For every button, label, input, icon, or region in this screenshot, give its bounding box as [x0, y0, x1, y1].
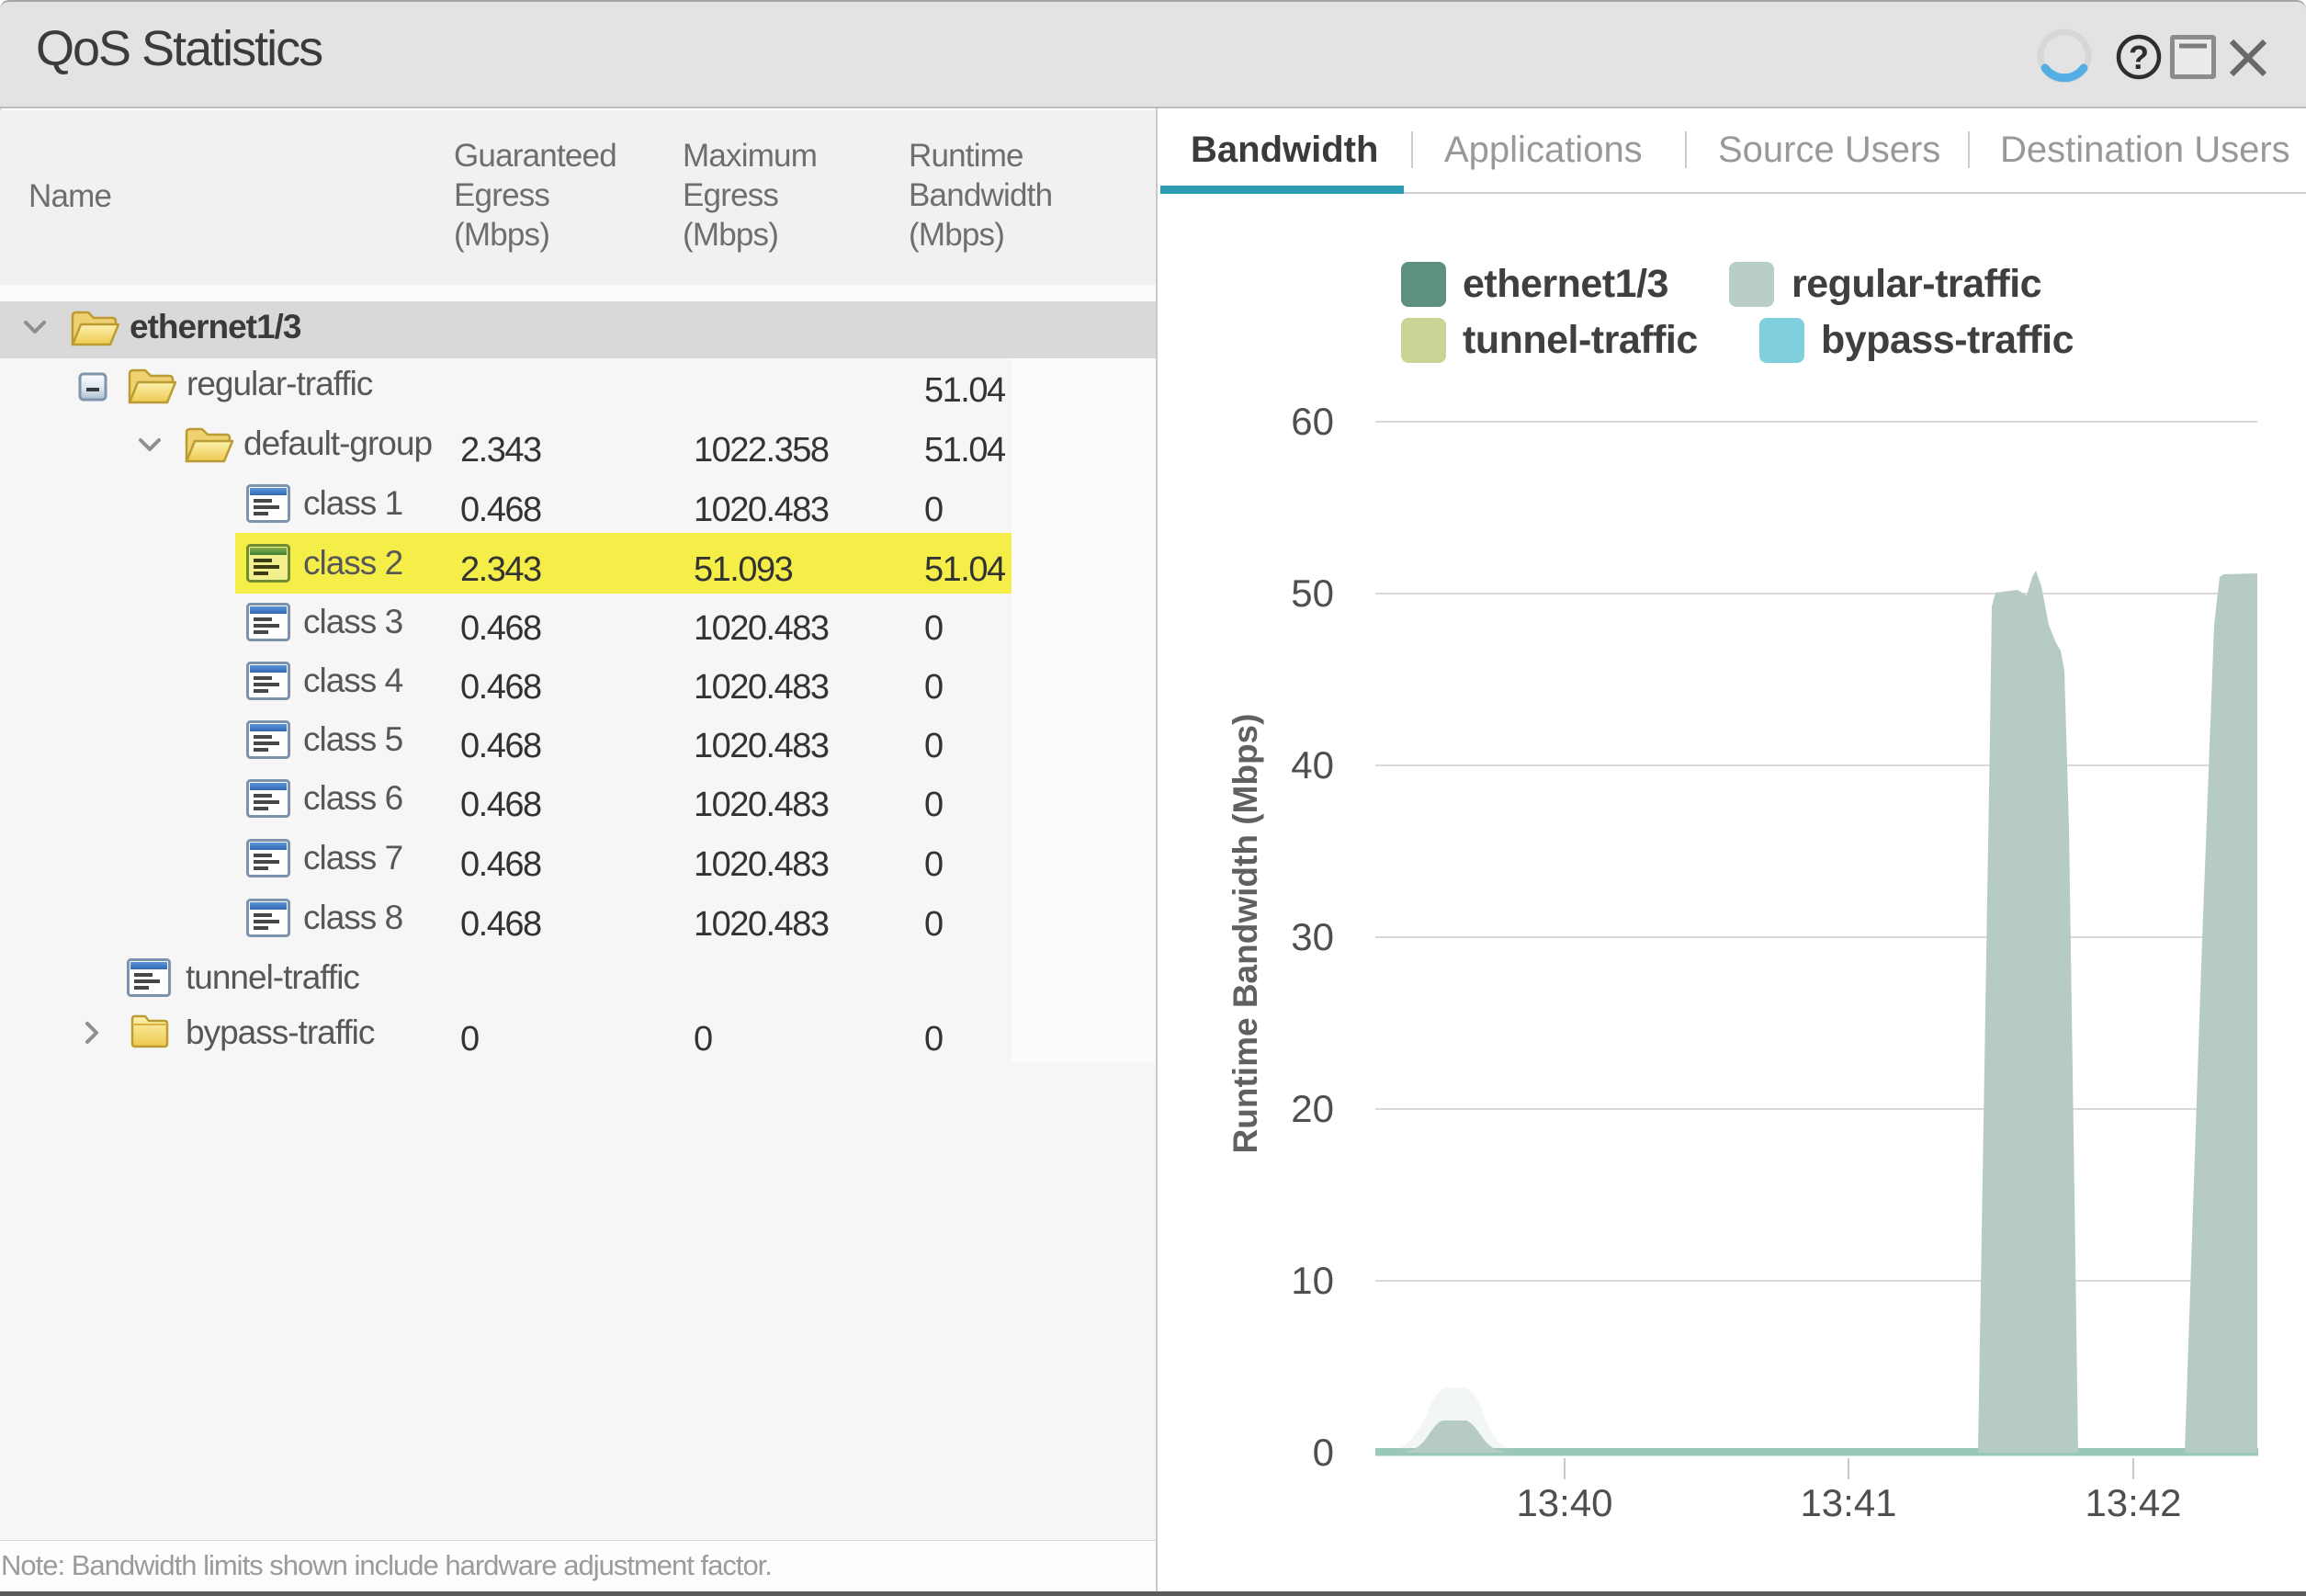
svg-text:13:42: 13:42	[2085, 1481, 2181, 1524]
svg-text:Runtime Bandwidth (Mbps): Runtime Bandwidth (Mbps)	[1226, 714, 1264, 1154]
svg-text:10: 10	[1291, 1259, 1334, 1302]
svg-text:50: 50	[1291, 572, 1334, 615]
svg-text:13:41: 13:41	[1800, 1481, 1896, 1524]
svg-text:13:40: 13:40	[1516, 1481, 1612, 1524]
svg-text:30: 30	[1291, 915, 1334, 958]
svg-text:20: 20	[1291, 1087, 1334, 1130]
svg-text:?: ?	[2129, 39, 2149, 76]
svg-text:0: 0	[1313, 1431, 1334, 1474]
svg-text:60: 60	[1291, 400, 1334, 443]
svg-text:40: 40	[1291, 743, 1334, 787]
